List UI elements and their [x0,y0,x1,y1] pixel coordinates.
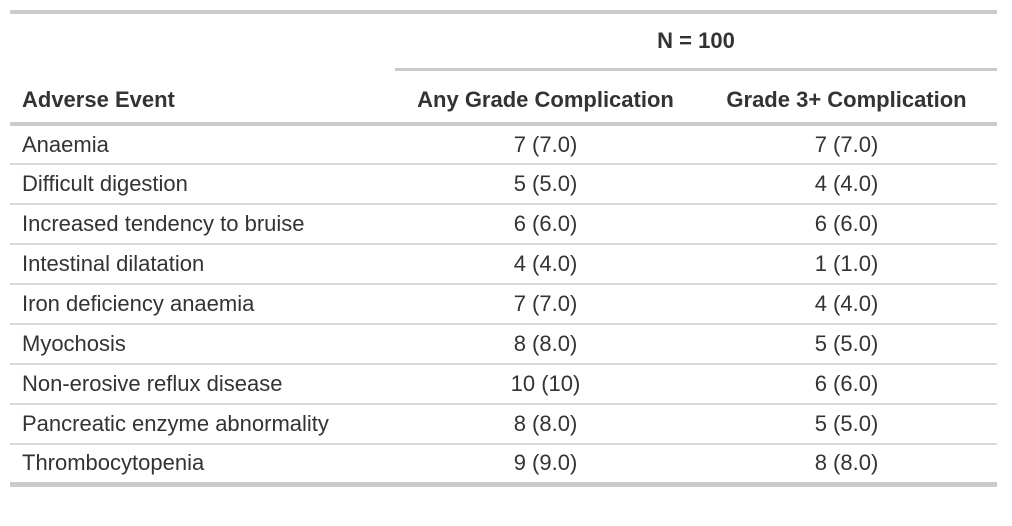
table-body: Anaemia 7 (7.0) 7 (7.0) Difficult digest… [10,124,998,487]
column-header-adverse-event: Adverse Event [10,69,395,126]
table-row: Difficult digestion 5 (5.0) 4 (4.0) [10,164,998,205]
grade3plus-value-cell: 7 (7.0) [696,124,998,165]
any-grade-value-cell: 7 (7.0) [395,124,696,165]
any-grade-value-cell: 5 (5.0) [395,164,696,205]
column-header-any-grade: Any Grade Complication [395,69,696,126]
spanner-spacer [10,12,395,69]
table-row: Anaemia 7 (7.0) 7 (7.0) [10,124,998,165]
any-grade-value-cell: 6 (6.0) [395,204,696,245]
adverse-event-cell: Iron deficiency anaemia [10,284,395,325]
column-header-grade3plus: Grade 3+ Complication [696,69,998,126]
grade3plus-value-cell: 5 (5.0) [696,404,998,445]
grade3plus-value-cell: 5 (5.0) [696,324,998,365]
adverse-event-cell: Increased tendency to bruise [10,204,395,245]
any-grade-value-cell: 4 (4.0) [395,244,696,285]
grade3plus-value-cell: 4 (4.0) [696,164,998,205]
table-row: Increased tendency to bruise 6 (6.0) 6 (… [10,204,998,245]
any-grade-value-cell: 10 (10) [395,364,696,405]
adverse-event-cell: Anaemia [10,124,395,165]
adverse-event-cell: Pancreatic enzyme abnormality [10,404,395,445]
table-row: Thrombocytopenia 9 (9.0) 8 (8.0) [10,444,998,487]
table-row: Pancreatic enzyme abnormality 8 (8.0) 5 … [10,404,998,445]
grade3plus-value-cell: 6 (6.0) [696,364,998,405]
adverse-event-cell: Non-erosive reflux disease [10,364,395,405]
adverse-events-table: N = 100 Adverse Event Any Grade Complica… [10,10,998,487]
adverse-event-cell: Difficult digestion [10,164,395,205]
spanner-row: N = 100 [10,12,998,71]
column-header-row: Adverse Event Any Grade Complication Gra… [10,69,998,126]
any-grade-value-cell: 9 (9.0) [395,444,696,487]
grade3plus-value-cell: 8 (8.0) [696,444,998,487]
adverse-event-cell: Intestinal dilatation [10,244,395,285]
grade3plus-value-cell: 4 (4.0) [696,284,998,325]
adverse-event-cell: Myochosis [10,324,395,365]
table-row: Intestinal dilatation 4 (4.0) 1 (1.0) [10,244,998,285]
any-grade-value-cell: 8 (8.0) [395,324,696,365]
adverse-event-cell: Thrombocytopenia [10,444,395,487]
any-grade-value-cell: 8 (8.0) [395,404,696,445]
sample-size-spanner: N = 100 [395,12,998,71]
grade3plus-value-cell: 6 (6.0) [696,204,998,245]
table-row: Myochosis 8 (8.0) 5 (5.0) [10,324,998,365]
table-row: Iron deficiency anaemia 7 (7.0) 4 (4.0) [10,284,998,325]
table-row: Non-erosive reflux disease 10 (10) 6 (6.… [10,364,998,405]
grade3plus-value-cell: 1 (1.0) [696,244,998,285]
any-grade-value-cell: 7 (7.0) [395,284,696,325]
